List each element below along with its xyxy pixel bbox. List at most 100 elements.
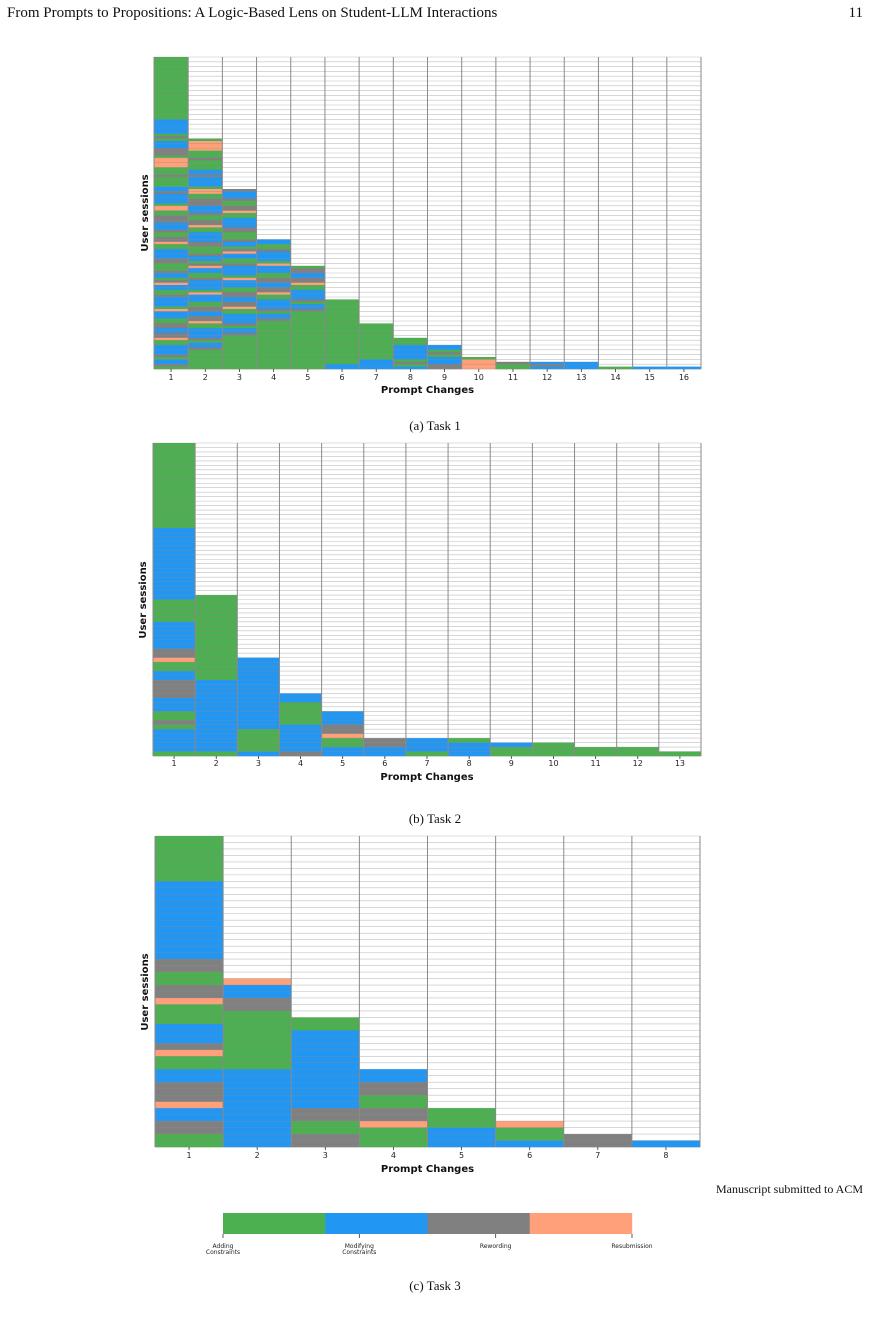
empty-cell	[393, 213, 428, 216]
empty-cell	[363, 519, 407, 524]
empty-cell	[574, 483, 617, 489]
empty-cell	[363, 706, 407, 712]
empty-cell	[405, 510, 449, 515]
heatmap-cell	[222, 258, 257, 262]
empty-cell	[290, 150, 326, 154]
heatmap-cell	[256, 251, 292, 255]
heatmap-cell	[195, 747, 238, 752]
empty-cell	[530, 95, 565, 99]
heatmap-cell	[279, 715, 322, 721]
empty-cell	[632, 239, 668, 243]
empty-cell	[461, 78, 497, 82]
heatmap-cell	[223, 1088, 292, 1096]
empty-cell	[666, 198, 702, 202]
empty-cell	[658, 657, 702, 663]
empty-cell	[532, 702, 575, 708]
empty-cell	[530, 69, 565, 72]
heatmap-cell	[291, 1017, 360, 1025]
heatmap-cell	[290, 282, 326, 286]
empty-cell	[290, 261, 326, 264]
heatmap-cell	[154, 301, 189, 305]
heatmap-cell	[324, 301, 360, 305]
empty-cell	[598, 313, 633, 317]
heatmap-cell	[237, 671, 280, 676]
heatmap-cell	[256, 261, 292, 264]
empty-cell	[495, 978, 565, 986]
empty-cell	[530, 265, 565, 269]
empty-cell	[666, 162, 702, 166]
empty-cell	[598, 301, 633, 305]
heatmap-cell	[195, 657, 238, 663]
empty-cell	[256, 172, 292, 175]
heatmap-cell	[290, 352, 326, 355]
heatmap-cell	[154, 335, 189, 339]
empty-cell	[598, 136, 633, 139]
empty-cell	[598, 275, 633, 279]
heatmap-cell	[155, 868, 224, 876]
empty-cell	[495, 1017, 565, 1025]
empty-cell	[237, 541, 280, 547]
heatmap-cell	[495, 1127, 565, 1135]
empty-cell	[359, 136, 394, 139]
empty-cell	[632, 105, 668, 108]
empty-cell	[632, 217, 668, 221]
empty-cell	[631, 1069, 701, 1077]
heatmap-cell	[223, 1140, 292, 1148]
x-tick-label: 12	[542, 373, 552, 382]
heatmap-cell	[290, 335, 326, 339]
empty-cell	[427, 275, 462, 279]
empty-cell	[427, 95, 462, 99]
empty-cell	[324, 121, 360, 125]
empty-cell	[631, 848, 701, 856]
empty-cell	[222, 150, 257, 154]
empty-cell	[427, 316, 462, 319]
empty-cell	[321, 608, 365, 614]
empty-cell	[195, 478, 238, 484]
empty-cell	[290, 191, 326, 195]
empty-cell	[666, 345, 702, 348]
empty-cell	[359, 189, 394, 192]
empty-cell	[324, 107, 360, 111]
heatmap-cell	[154, 150, 189, 154]
empty-cell	[427, 215, 462, 219]
empty-cell	[188, 121, 223, 125]
empty-cell	[532, 443, 575, 448]
empty-cell	[359, 881, 428, 889]
heatmap-cell	[188, 294, 223, 298]
empty-cell	[222, 114, 257, 118]
empty-cell	[564, 184, 599, 187]
empty-cell	[658, 644, 702, 649]
empty-cell	[495, 335, 531, 339]
empty-cell	[530, 71, 565, 75]
empty-cell	[237, 621, 280, 627]
empty-cell	[598, 177, 633, 180]
heatmap-cell	[188, 354, 223, 358]
empty-cell	[574, 536, 617, 542]
empty-cell	[564, 352, 599, 355]
heatmap-cell	[359, 342, 394, 346]
empty-cell	[530, 215, 565, 219]
empty-cell	[427, 225, 462, 228]
x-tick-label: 11	[508, 373, 518, 382]
empty-cell	[598, 114, 633, 118]
empty-cell	[393, 153, 428, 156]
heatmap-cell	[291, 1121, 360, 1128]
empty-cell	[461, 316, 497, 319]
empty-cell	[256, 124, 292, 127]
heatmap-cell	[237, 684, 280, 690]
empty-cell	[490, 706, 533, 712]
empty-cell	[574, 662, 617, 667]
empty-cell	[324, 105, 360, 108]
heatmap-cell	[222, 268, 257, 271]
empty-cell	[495, 83, 531, 87]
empty-cell	[222, 69, 257, 72]
empty-cell	[616, 697, 660, 703]
empty-cell	[563, 874, 633, 882]
empty-cell	[237, 501, 280, 506]
empty-cell	[530, 249, 565, 252]
empty-cell	[195, 577, 238, 582]
empty-cell	[495, 85, 531, 89]
empty-cell	[495, 90, 531, 94]
empty-cell	[530, 349, 565, 353]
empty-cell	[461, 304, 497, 307]
